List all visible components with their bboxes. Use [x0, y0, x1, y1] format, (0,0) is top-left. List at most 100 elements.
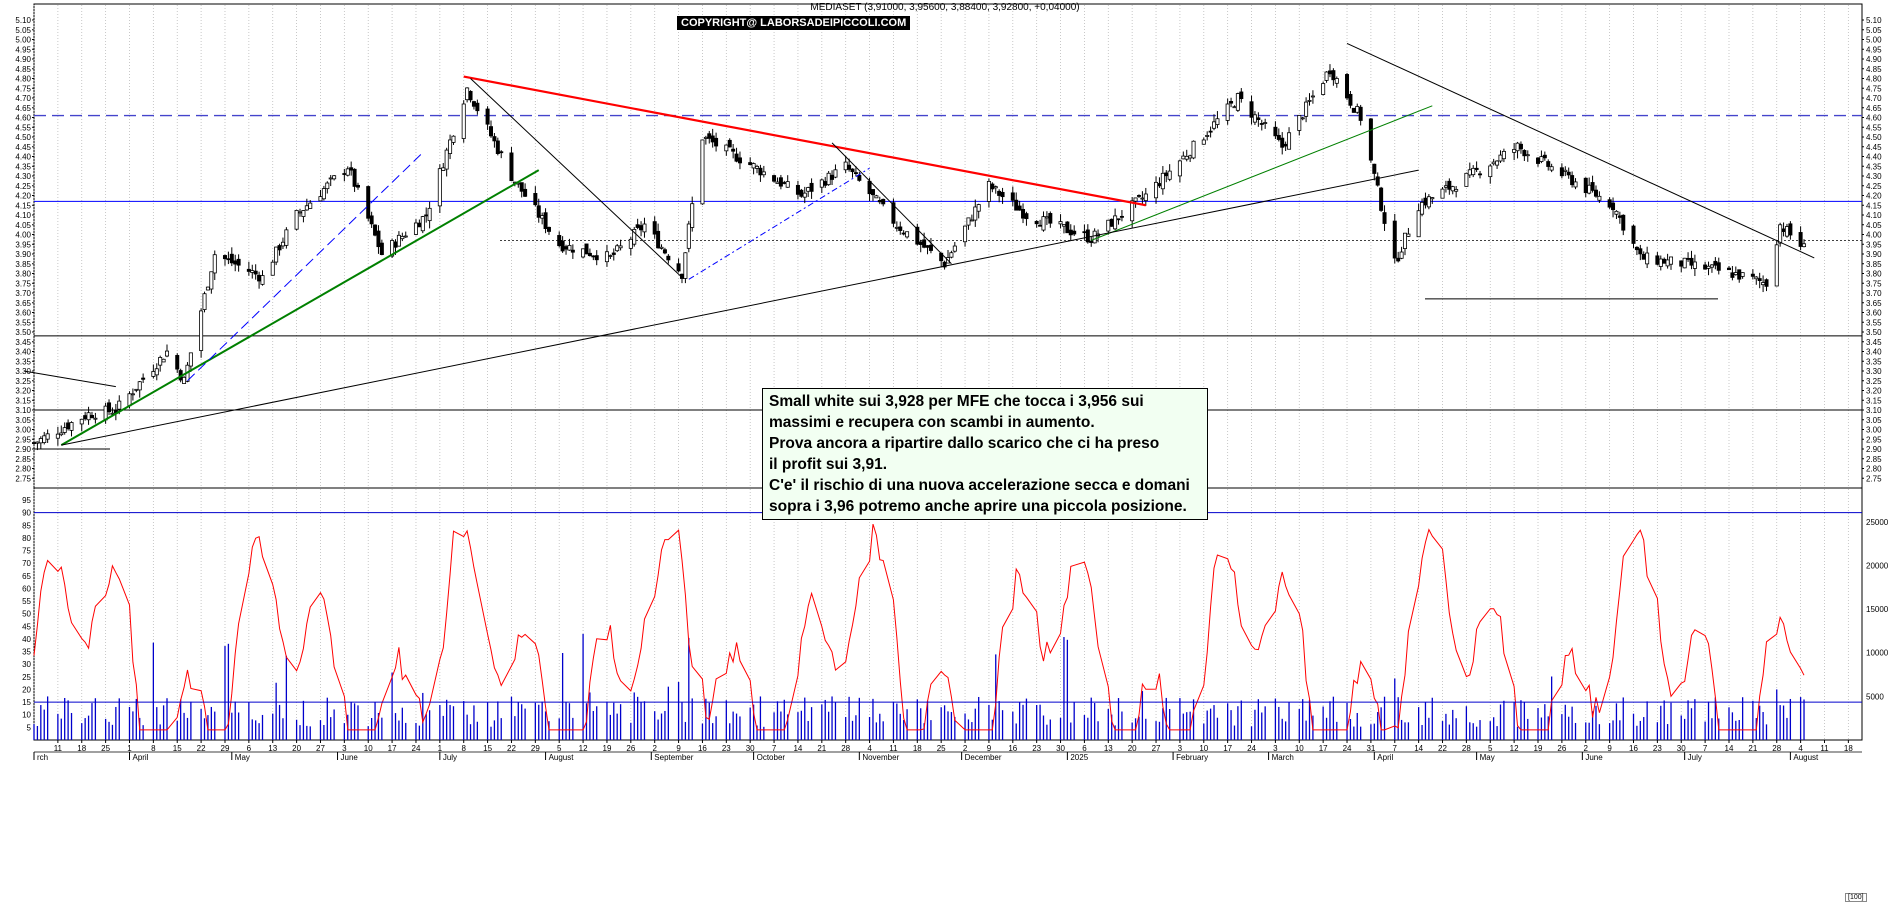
- candle-body: [1443, 185, 1448, 188]
- candle-body: [396, 234, 401, 247]
- y-tick-left: 2.75: [15, 474, 31, 483]
- candle-body: [1454, 188, 1459, 192]
- y-tick-left: 4.35: [15, 162, 31, 171]
- y-tick-left: 4.85: [15, 65, 31, 74]
- candle-body: [328, 177, 333, 180]
- candle-body: [59, 432, 64, 436]
- y-tick-right: 5.05: [1866, 26, 1882, 35]
- y-tick-left: 5.00: [15, 36, 31, 45]
- candle-body: [1113, 215, 1118, 230]
- candle-body: [536, 205, 541, 218]
- candle-body: [1682, 257, 1687, 269]
- candle-body: [83, 415, 88, 420]
- candle-body: [1587, 184, 1592, 194]
- candle-body: [107, 402, 112, 413]
- candle-body: [1498, 154, 1503, 162]
- candle-body: [1447, 180, 1452, 190]
- candle-body: [1416, 210, 1421, 238]
- x-tick-label: 16: [1008, 744, 1017, 753]
- candle-body: [318, 196, 323, 202]
- y-tick-left: 4.20: [15, 192, 31, 201]
- candle-body: [1331, 70, 1336, 81]
- candle-body: [881, 198, 886, 205]
- y-tick-left: 3.25: [15, 377, 31, 386]
- x-tick-label: 7: [772, 744, 777, 753]
- copyright-label: COPYRIGHT@ LABORSADEIPICCOLI.COM: [677, 16, 911, 30]
- x-tick-label: 10: [1295, 744, 1304, 753]
- candle-body: [928, 244, 933, 251]
- y-tick-left: 4.95: [15, 45, 31, 54]
- candle-body: [1686, 258, 1691, 260]
- candle-body: [1232, 106, 1237, 109]
- candle-body: [1495, 160, 1500, 166]
- osc-tick-label: 30: [22, 660, 31, 669]
- candle-body: [1188, 155, 1193, 159]
- candle-body: [1177, 160, 1182, 177]
- candle-body: [1065, 221, 1070, 234]
- candle-body: [1068, 229, 1073, 236]
- candle-body: [925, 245, 930, 248]
- y-tick-right: 3.90: [1866, 250, 1882, 259]
- candle-body: [1034, 220, 1039, 225]
- candle-body: [1372, 163, 1377, 174]
- y-tick-right: 3.25: [1866, 377, 1882, 386]
- candle-body: [1645, 252, 1650, 265]
- candle-body: [1536, 157, 1541, 164]
- y-tick-left: 4.70: [15, 94, 31, 103]
- candle-body: [1583, 177, 1588, 194]
- x-tick-label: 23: [1032, 744, 1041, 753]
- candle-body: [488, 126, 493, 137]
- y-tick-left: 4.40: [15, 153, 31, 162]
- candle-body: [1300, 117, 1305, 120]
- candle-body: [639, 225, 644, 231]
- y-tick-left: 3.40: [15, 348, 31, 357]
- osc-tick-label: 85: [22, 521, 31, 530]
- x-tick-label: 17: [1223, 744, 1232, 753]
- candle-body: [1478, 173, 1483, 176]
- y-tick-left: 3.35: [15, 357, 31, 366]
- candle-body: [1048, 213, 1053, 224]
- candle-body: [400, 236, 405, 240]
- candle-body: [761, 171, 766, 176]
- candle-body: [642, 223, 647, 233]
- month-label: December: [965, 753, 1002, 762]
- y-tick-left: 3.00: [15, 426, 31, 435]
- candle-body: [1181, 155, 1186, 160]
- candle-body: [1512, 148, 1517, 153]
- volume-tick-label: 10000: [1866, 649, 1889, 658]
- candle-body: [1085, 229, 1090, 243]
- candle-body: [1692, 261, 1697, 269]
- candle-body: [437, 168, 442, 207]
- y-tick-left: 3.85: [15, 260, 31, 269]
- candle-body: [1014, 199, 1019, 211]
- x-tick-label: 28: [841, 744, 850, 753]
- x-tick-label: 30: [1677, 744, 1686, 753]
- x-tick-label: 17: [1319, 744, 1328, 753]
- candle-body: [898, 226, 903, 231]
- y-tick-right: 4.00: [1866, 231, 1882, 240]
- candle-body: [652, 221, 657, 235]
- candle-body: [969, 219, 974, 222]
- candle-body: [635, 224, 640, 228]
- x-tick-label: 22: [197, 744, 206, 753]
- y-tick-right: 4.55: [1866, 123, 1882, 132]
- candle-body: [1024, 213, 1029, 220]
- candle-body: [656, 230, 661, 249]
- candle-body: [632, 229, 637, 245]
- x-tick-label: 28: [1462, 744, 1471, 753]
- candle-body: [823, 181, 828, 186]
- candle-body: [1491, 161, 1496, 165]
- candle-body: [802, 192, 807, 198]
- candle-body: [1259, 123, 1264, 125]
- candle-body: [724, 144, 729, 152]
- x-tick-label: 7: [1703, 744, 1708, 753]
- candle-body: [523, 188, 528, 197]
- candle-body: [1474, 167, 1479, 170]
- y-tick-right: 4.30: [1866, 172, 1882, 181]
- candle-body: [495, 140, 500, 154]
- candle-body: [342, 173, 347, 175]
- y-tick-left: 5.10: [15, 16, 31, 25]
- x-tick-label: 28: [1772, 744, 1781, 753]
- volume-tick-label: 15000: [1866, 605, 1889, 614]
- candle-body: [441, 167, 446, 171]
